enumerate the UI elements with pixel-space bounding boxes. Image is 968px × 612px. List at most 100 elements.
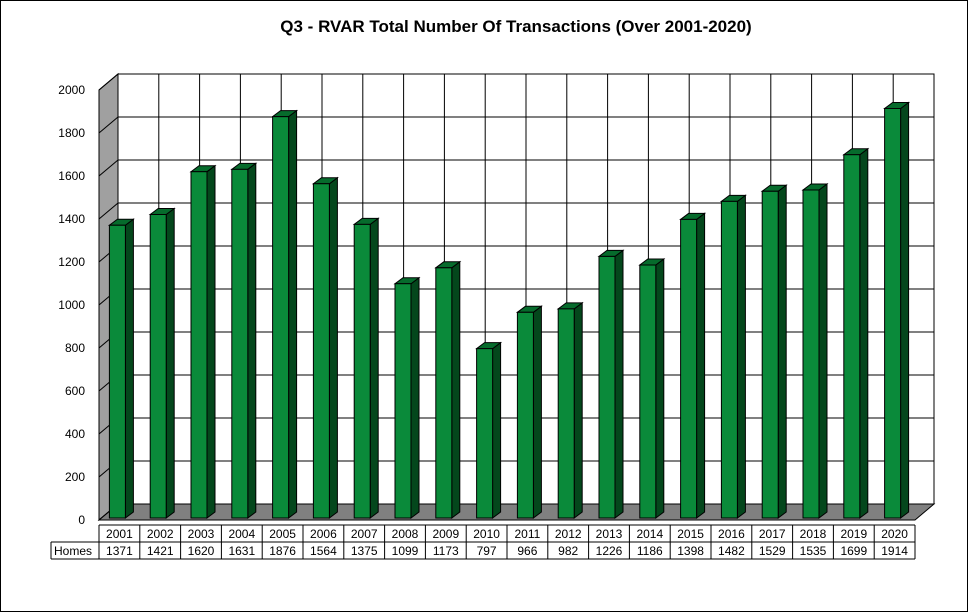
x-tick-label: 2014 xyxy=(636,527,663,541)
y-tick-label: 200 xyxy=(65,470,85,484)
x-tick-label: 2013 xyxy=(596,527,623,541)
y-tick-label: 2000 xyxy=(58,83,85,97)
x-tick-label: 2011 xyxy=(514,527,540,541)
x-tick-label: 2003 xyxy=(188,527,215,541)
data-label: 1631 xyxy=(228,544,255,558)
data-label: 966 xyxy=(517,544,537,558)
bar-side xyxy=(451,260,461,519)
bar xyxy=(516,311,534,519)
series-label: Homes xyxy=(54,544,92,558)
bar xyxy=(557,308,575,519)
data-label: 1482 xyxy=(718,544,745,558)
x-tick-label: 2008 xyxy=(392,527,419,541)
gridline-wall xyxy=(98,73,119,91)
bar-side xyxy=(532,305,542,519)
x-tick-label: 2020 xyxy=(881,527,908,541)
data-label: 1226 xyxy=(596,544,623,558)
chart-title: Q3 - RVAR Total Number Of Transactions (… xyxy=(280,17,751,36)
plot-area: 0 200 400 600 800 1000 1200 1400 1600 1800 2000 Hom… xyxy=(50,72,936,560)
bar-side xyxy=(573,301,583,519)
data-label: 1186 xyxy=(637,544,663,558)
gridline-wall xyxy=(98,116,119,134)
data-label: 1535 xyxy=(800,544,827,558)
bar xyxy=(190,171,208,519)
bar xyxy=(149,213,167,519)
x-tick-label: 2001 xyxy=(106,527,133,541)
bar xyxy=(761,190,779,519)
x-tick-label: 2007 xyxy=(351,527,378,541)
data-label: 1375 xyxy=(351,544,378,558)
bar-side xyxy=(492,341,502,519)
x-tick-label: 2019 xyxy=(840,527,867,541)
x-tick-label: 2009 xyxy=(432,527,459,541)
bar-side xyxy=(369,217,379,519)
data-label: 1371 xyxy=(106,544,133,558)
x-tick-label: 2016 xyxy=(718,527,745,541)
data-label: 1620 xyxy=(188,544,215,558)
bar-side xyxy=(247,162,257,519)
y-tick-label: 800 xyxy=(65,341,85,355)
bar xyxy=(108,224,126,519)
data-label: 1914 xyxy=(881,544,908,558)
bar xyxy=(843,154,861,519)
gridline-wall xyxy=(98,159,119,177)
bar xyxy=(802,189,820,519)
data-label: 1398 xyxy=(677,544,704,558)
x-tick-label: 2010 xyxy=(473,527,500,541)
bar-side xyxy=(818,182,828,519)
x-tick-label: 2012 xyxy=(555,527,582,541)
bar xyxy=(231,168,249,519)
bar-side xyxy=(410,276,420,519)
bar-side xyxy=(328,176,338,519)
bar xyxy=(353,223,371,519)
data-label: 1564 xyxy=(310,544,337,558)
bar-side xyxy=(736,194,746,519)
data-label: 982 xyxy=(558,544,578,558)
bar xyxy=(435,267,453,519)
bar xyxy=(639,264,657,519)
x-tick-label: 2005 xyxy=(269,527,296,541)
bar-side xyxy=(655,258,665,519)
gridline-wall xyxy=(98,202,119,220)
data-label: 1699 xyxy=(840,544,867,558)
bar xyxy=(394,283,412,519)
data-label: 1421 xyxy=(147,544,174,558)
bar-side xyxy=(900,101,910,519)
data-label: 1529 xyxy=(759,544,786,558)
bar xyxy=(312,183,330,519)
x-tick-label: 2004 xyxy=(228,527,255,541)
bar xyxy=(720,200,738,519)
x-tick-label: 2002 xyxy=(147,527,174,541)
y-tick-label: 0 xyxy=(78,513,85,527)
bar-side xyxy=(859,147,869,519)
data-label: 1099 xyxy=(392,544,419,558)
data-label: 797 xyxy=(477,544,497,558)
bar-side xyxy=(777,184,787,519)
bar-side xyxy=(206,164,216,519)
bar xyxy=(598,255,616,519)
bar xyxy=(884,107,902,519)
y-tick-label: 1200 xyxy=(58,255,85,269)
bar xyxy=(476,348,494,519)
bar-side xyxy=(696,212,706,519)
x-tick-label: 2015 xyxy=(677,527,704,541)
bar xyxy=(272,116,290,519)
data-label: 1173 xyxy=(433,544,459,558)
x-tick-label: 2006 xyxy=(310,527,337,541)
y-tick-label: 600 xyxy=(65,384,85,398)
data-label: 1876 xyxy=(269,544,296,558)
y-tick-label: 1400 xyxy=(58,212,85,226)
y-tick-label: 400 xyxy=(65,427,85,441)
bar-side xyxy=(288,109,298,519)
y-tick-label: 1800 xyxy=(58,126,85,140)
y-tick-label: 1600 xyxy=(58,169,85,183)
y-tick-label: 1000 xyxy=(58,298,85,312)
bar-side xyxy=(614,249,624,519)
x-tick-label: 2017 xyxy=(759,527,786,541)
x-tick-label: 2018 xyxy=(800,527,827,541)
bar-side xyxy=(124,218,134,520)
bar xyxy=(680,218,698,519)
bar-side xyxy=(165,207,175,519)
